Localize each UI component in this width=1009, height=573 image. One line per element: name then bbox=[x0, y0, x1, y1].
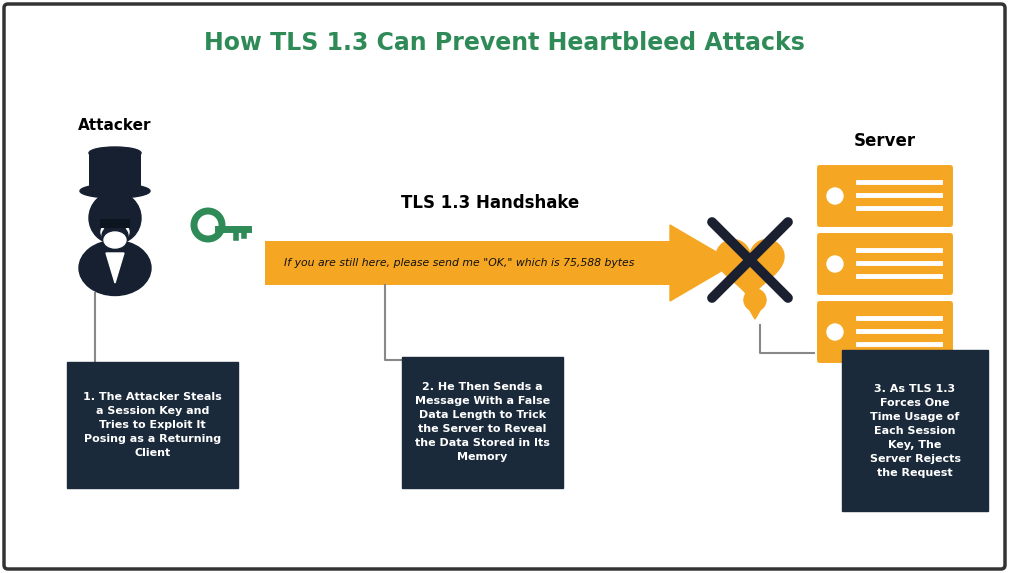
Circle shape bbox=[827, 188, 843, 204]
Text: 1. The Attacker Steals
a Session Key and
Tries to Exploit It
Posing as a Returni: 1. The Attacker Steals a Session Key and… bbox=[83, 392, 222, 458]
FancyBboxPatch shape bbox=[265, 241, 670, 285]
Circle shape bbox=[89, 192, 141, 244]
Polygon shape bbox=[716, 240, 784, 301]
Text: Attacker: Attacker bbox=[79, 118, 151, 133]
Polygon shape bbox=[106, 253, 124, 283]
Text: 2. He Then Sends a
Message With a False
Data Length to Trick
the Server to Revea: 2. He Then Sends a Message With a False … bbox=[415, 383, 550, 462]
Ellipse shape bbox=[89, 147, 141, 159]
Circle shape bbox=[827, 256, 843, 272]
Ellipse shape bbox=[101, 222, 129, 242]
Ellipse shape bbox=[102, 225, 128, 247]
Polygon shape bbox=[744, 300, 766, 319]
Polygon shape bbox=[670, 225, 735, 301]
Ellipse shape bbox=[101, 208, 129, 232]
FancyBboxPatch shape bbox=[89, 153, 141, 191]
Text: If you are still here, please send me "OK," which is 75,588 bytes: If you are still here, please send me "O… bbox=[285, 258, 635, 268]
FancyBboxPatch shape bbox=[107, 228, 123, 240]
Circle shape bbox=[827, 324, 843, 340]
Ellipse shape bbox=[104, 232, 126, 248]
FancyBboxPatch shape bbox=[4, 4, 1005, 569]
FancyBboxPatch shape bbox=[816, 300, 954, 364]
Circle shape bbox=[744, 289, 766, 311]
FancyBboxPatch shape bbox=[842, 350, 988, 511]
Ellipse shape bbox=[80, 184, 150, 198]
Text: How TLS 1.3 Can Prevent Heartbleed Attacks: How TLS 1.3 Can Prevent Heartbleed Attac… bbox=[204, 31, 804, 55]
FancyBboxPatch shape bbox=[402, 357, 563, 488]
FancyBboxPatch shape bbox=[816, 164, 954, 228]
Text: TLS 1.3 Handshake: TLS 1.3 Handshake bbox=[401, 194, 579, 212]
FancyBboxPatch shape bbox=[816, 232, 954, 296]
FancyBboxPatch shape bbox=[67, 362, 238, 488]
Text: Server: Server bbox=[854, 132, 916, 150]
FancyBboxPatch shape bbox=[100, 219, 130, 228]
Text: 3. As TLS 1.3
Forces One
Time Usage of
Each Session
Key, The
Server Rejects
the : 3. As TLS 1.3 Forces One Time Usage of E… bbox=[870, 383, 961, 477]
Ellipse shape bbox=[79, 241, 151, 296]
